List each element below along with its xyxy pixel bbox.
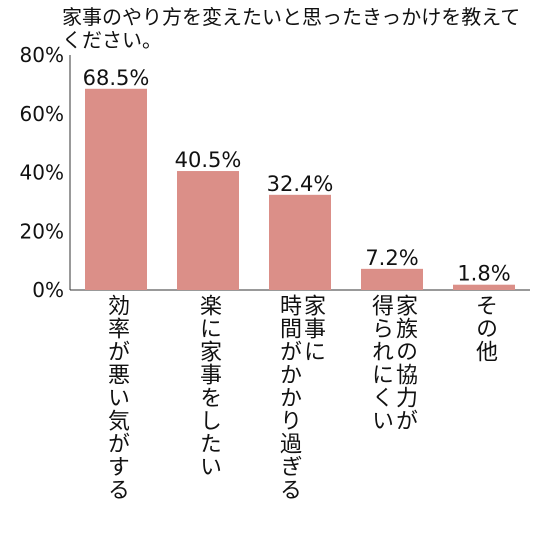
- y-tick-label: 0%: [32, 278, 64, 302]
- bars: [85, 88, 515, 290]
- data-label: 1.8%: [457, 262, 510, 286]
- data-label: 68.5%: [83, 66, 150, 90]
- y-tick-label: 20%: [20, 219, 64, 243]
- y-tick-label: 40%: [20, 161, 64, 185]
- x-tick-label: 効率が悪い気がする: [104, 294, 129, 501]
- bar: [177, 171, 239, 290]
- y-tick-labels: 0% 20% 40% 60% 80%: [20, 43, 64, 302]
- data-label: 7.2%: [365, 246, 418, 270]
- bar: [85, 88, 147, 290]
- x-tick-label: 家族の協力が 得られにくい: [368, 294, 417, 432]
- y-tick-label: 80%: [20, 43, 64, 67]
- x-tick-label: その他: [472, 294, 497, 363]
- bar: [361, 268, 423, 290]
- chart-title: 家事のやり方を変えたいと思ったきっかけを教えてください。: [62, 5, 521, 52]
- data-label: 40.5%: [175, 148, 242, 172]
- data-label: 32.4%: [267, 172, 334, 196]
- x-tick-label: 家事に 時間がかかり過ぎる: [276, 294, 325, 501]
- bar: [453, 284, 515, 290]
- y-tick-label: 60%: [20, 102, 64, 126]
- data-labels: 68.5% 40.5% 32.4% 7.2% 1.8%: [83, 66, 511, 286]
- bar: [269, 194, 331, 290]
- x-tick-label: 楽に家事をしたい: [196, 294, 221, 478]
